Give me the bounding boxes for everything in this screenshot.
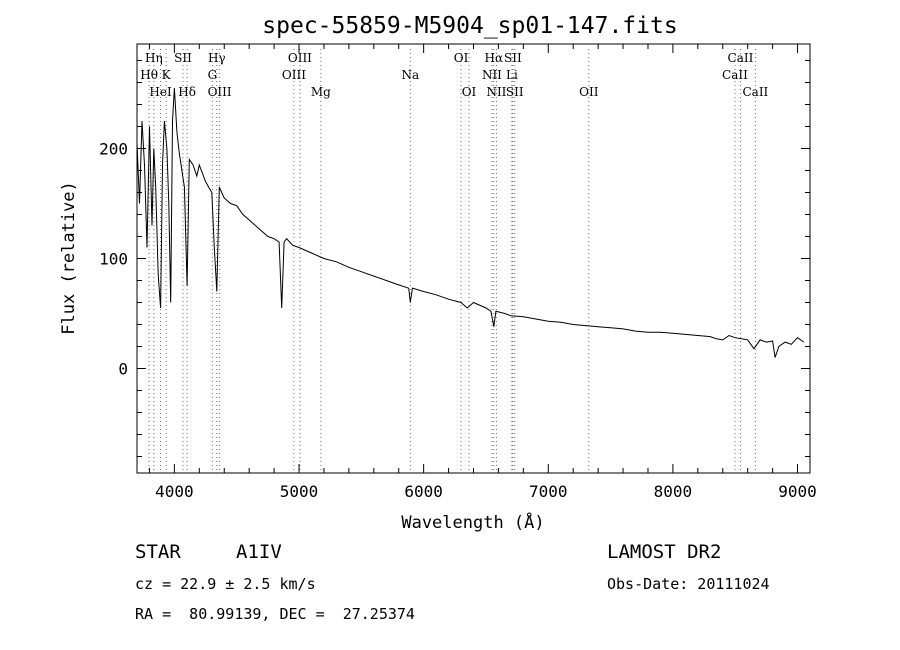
spectrum-line bbox=[136, 87, 805, 358]
chart-title: spec-55859-M5904_sp01-147.fits bbox=[262, 13, 677, 39]
y-tick-label: 100 bbox=[99, 250, 128, 269]
spectral-line-label: Hγ bbox=[208, 51, 226, 65]
x-tick-label: 4000 bbox=[155, 482, 194, 501]
spectral-line-label: HeI bbox=[149, 85, 172, 99]
redshift-text: cz = 22.9 ± 2.5 km/s bbox=[135, 575, 316, 593]
spectral-line-label: OIII bbox=[288, 51, 312, 65]
spectral-line-label: NII bbox=[482, 68, 502, 82]
spectral-line-label: CaII bbox=[722, 68, 748, 82]
survey-name: LAMOST DR2 bbox=[607, 541, 722, 563]
spectral-line-label: Mg bbox=[311, 85, 331, 99]
spectral-line-label: SII bbox=[506, 85, 524, 99]
x-axis-label: Wavelength (Å) bbox=[401, 511, 544, 533]
spectral-line-label: OII bbox=[579, 85, 599, 99]
spectral-line-label: OIII bbox=[282, 68, 306, 82]
x-tick-label: 5000 bbox=[280, 482, 319, 501]
spectral-line-label: Hα bbox=[485, 51, 504, 65]
spectral-line-label: SII bbox=[174, 51, 192, 65]
spectral-line-label: CaII bbox=[728, 51, 754, 65]
coordinates-text: RA = 80.99139, DEC = 27.25374 bbox=[135, 605, 415, 623]
spectral-line-label: OIII bbox=[208, 85, 232, 99]
spectral-line-label: Hθ bbox=[140, 68, 158, 82]
x-tick-label: 6000 bbox=[404, 482, 443, 501]
spectral-line-label: NII bbox=[486, 85, 506, 99]
x-tick-label: 7000 bbox=[529, 482, 568, 501]
spectral-line-label: K bbox=[162, 68, 172, 82]
spectral-line-label: Hη bbox=[145, 51, 163, 65]
spectral-line-label: G bbox=[208, 68, 218, 82]
spectral-line-label: SII bbox=[504, 51, 522, 65]
spectral-line-label: Li bbox=[506, 68, 518, 82]
axis-ticks: 4000 5000 6000 7000 8000 9000 0 100 200 bbox=[99, 44, 817, 501]
object-subclass: A1IV bbox=[236, 541, 282, 563]
object-class: STAR bbox=[135, 541, 181, 563]
spectral-line-label: CaII bbox=[742, 85, 768, 99]
spectral-line-label: Hδ bbox=[178, 85, 196, 99]
spectral-line-label: Na bbox=[401, 68, 419, 82]
plot-frame bbox=[136, 43, 811, 474]
x-tick-label: 8000 bbox=[654, 482, 693, 501]
spectral-line-markers bbox=[148, 49, 756, 473]
spectral-line-label: OI bbox=[454, 51, 469, 65]
y-axis-label: Flux (relative) bbox=[59, 181, 79, 335]
y-tick-label: 0 bbox=[118, 360, 128, 379]
y-tick-label: 200 bbox=[99, 140, 128, 159]
x-tick-label: 9000 bbox=[778, 482, 817, 501]
spectral-line-label: OI bbox=[462, 85, 477, 99]
observation-date: Obs-Date: 20111024 bbox=[607, 575, 770, 593]
